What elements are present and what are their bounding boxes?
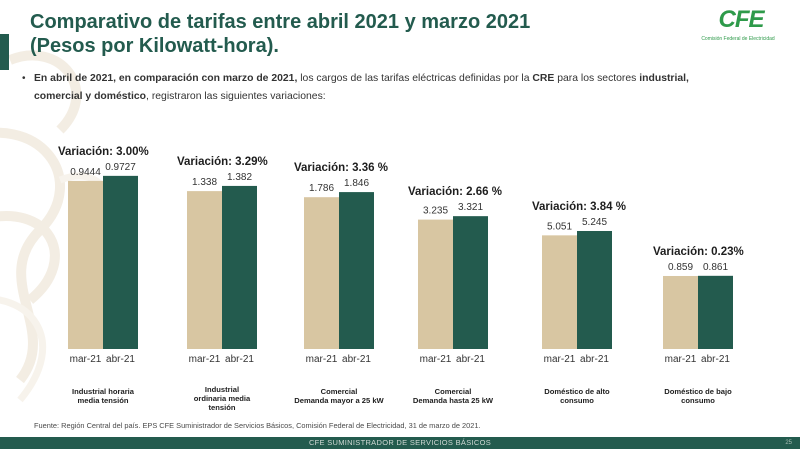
variation-label: Variación: 3.00%	[58, 146, 149, 158]
x-tick-label: abr-21	[701, 354, 730, 365]
intro-bold-6: comercial y doméstico	[34, 91, 147, 102]
bar-mar-21	[542, 235, 577, 349]
logo-wordmark: CFE	[718, 6, 765, 33]
x-tick-label: mar-21	[420, 354, 452, 365]
data-label-mar-21: 1.786	[309, 183, 334, 194]
x-tick-label: mar-21	[70, 354, 102, 365]
title-line-2: (Pesos por Kilowatt-hora).	[30, 35, 279, 57]
data-label-abr-21: 1.846	[344, 178, 369, 189]
intro-bold-3: CRE	[532, 73, 555, 84]
category-label: consumo	[681, 396, 715, 405]
x-tick-label: abr-21	[580, 354, 609, 365]
data-label-mar-21: 0.859	[668, 262, 693, 273]
x-tick-label: mar-21	[665, 354, 697, 365]
logo-subtitle: Comisión Federal de Electricidad	[701, 36, 775, 42]
category-label: Industrial	[205, 385, 239, 394]
category-label: ordinaria media	[194, 394, 251, 403]
category-label: Comercial	[435, 387, 472, 396]
bar-abr-21	[698, 275, 733, 349]
bar-abr-21	[453, 216, 488, 349]
bar-mar-21	[187, 191, 222, 349]
cfe-logo: CFE Comisión Federal de Electricidad	[688, 6, 788, 52]
category-label: Demanda mayor a 25 kW	[294, 396, 384, 405]
category-label: consumo	[560, 396, 594, 405]
x-tick-label: abr-21	[106, 354, 135, 365]
category-label: Industrial horaria	[72, 387, 135, 396]
source-note: Fuente: Región Central del país. EPS CFE…	[34, 421, 481, 430]
bullet-icon: •	[22, 73, 26, 84]
bar-mar-21	[68, 180, 103, 349]
category-label: tensión	[208, 403, 235, 412]
intro-bold-1: En abril de 2021, en comparación con mar…	[34, 73, 298, 84]
intro-text-7: , registraron las siguientes variaciones…	[146, 91, 326, 102]
x-tick-label: mar-21	[189, 354, 221, 365]
data-label-mar-21: 0.9444	[70, 167, 101, 178]
title-line-1: Comparativo de tarifas entre abril 2021 …	[30, 11, 531, 33]
intro-paragraph: • En abril de 2021, en comparación con m…	[22, 70, 769, 106]
variation-label: Variación: 3.84 %	[532, 201, 626, 213]
variation-label: Variación: 0.23%	[653, 246, 744, 258]
footer-bar: CFE SUMINISTRADOR DE SERVICIOS BÁSICOS 2…	[0, 437, 800, 449]
intro-text-2: los cargos de las tarifas eléctricas def…	[297, 73, 533, 84]
intro-bold-5: industrial,	[639, 73, 689, 84]
variation-label: Variación: 3.36 %	[294, 162, 388, 174]
x-tick-label: abr-21	[342, 354, 371, 365]
page-title: Comparativo de tarifas entre abril 2021 …	[30, 10, 670, 58]
data-label-abr-21: 3.321	[458, 202, 483, 213]
category-label: Doméstico de bajo	[664, 387, 732, 396]
bar-abr-21	[222, 185, 257, 349]
bar-mar-21	[418, 219, 453, 349]
data-label-mar-21: 5.051	[547, 221, 572, 232]
footer-label: CFE SUMINISTRADOR DE SERVICIOS BÁSICOS	[308, 438, 492, 447]
category-label: Comercial	[321, 387, 358, 396]
bar-abr-21	[103, 175, 138, 349]
category-label: Doméstico de alto	[544, 387, 610, 396]
category-label: media tensión	[77, 396, 128, 405]
bar-mar-21	[663, 275, 698, 349]
title-accent-bar	[0, 34, 9, 70]
bar-abr-21	[339, 192, 374, 349]
data-label-mar-21: 3.235	[423, 206, 448, 217]
data-label-mar-21: 1.338	[192, 177, 217, 188]
bar-abr-21	[577, 230, 612, 349]
x-tick-label: abr-21	[225, 354, 254, 365]
x-tick-label: abr-21	[456, 354, 485, 365]
variation-label: Variación: 2.66 %	[408, 186, 502, 198]
data-label-abr-21: 0.861	[703, 262, 728, 273]
x-tick-label: mar-21	[544, 354, 576, 365]
data-label-abr-21: 1.382	[227, 172, 252, 183]
category-label: Demanda hasta 25 kW	[413, 396, 494, 405]
bar-mar-21	[304, 197, 339, 349]
x-tick-label: mar-21	[306, 354, 338, 365]
variation-label: Variación: 3.29%	[177, 156, 268, 168]
page-number: 25	[785, 440, 792, 446]
data-label-abr-21: 0.9727	[105, 162, 136, 173]
data-label-abr-21: 5.245	[582, 217, 607, 228]
intro-text-4: para los sectores	[554, 73, 640, 84]
